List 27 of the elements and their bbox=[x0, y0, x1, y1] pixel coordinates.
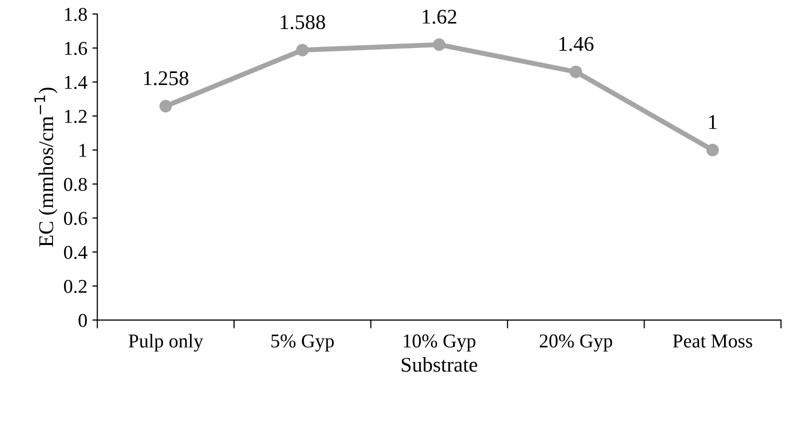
point bbox=[432, 38, 446, 51]
x-tick-label: Pulp only bbox=[128, 334, 204, 352]
point bbox=[570, 66, 582, 78]
data-label: 1.46 bbox=[559, 36, 594, 52]
y-tick-label: 1.6 bbox=[65, 42, 88, 56]
y-tick-label: 1.4 bbox=[65, 76, 88, 90]
y-tick-label: 1.8 bbox=[65, 8, 87, 22]
data-label: 1 bbox=[709, 115, 717, 129]
x-tick-label: 5% Gyp bbox=[271, 334, 334, 352]
y-tick-label: 1 bbox=[80, 144, 86, 157]
y-tick-label: 0 bbox=[78, 314, 87, 327]
point bbox=[159, 100, 172, 112]
y-tick-label: 1.2 bbox=[65, 110, 87, 124]
data-label: 1.62 bbox=[422, 10, 456, 24]
y-tick-label: 0.2 bbox=[64, 280, 87, 294]
y-tick-label: 0.4 bbox=[64, 246, 88, 260]
point bbox=[706, 144, 719, 156]
x-tick-label: 20% Gyp bbox=[540, 334, 612, 352]
x-axis-title: Substrate bbox=[402, 357, 478, 372]
y-tick-label: 0.6 bbox=[64, 212, 88, 226]
x-tick-label: 10% Gyp bbox=[404, 334, 476, 352]
y-axis-title: EC (mmhos/cm$^{−1}$) bbox=[34, 88, 58, 247]
x-tick-label: Peat Moss bbox=[672, 334, 752, 348]
data-label: 1.258 bbox=[144, 71, 188, 86]
y-tick-label: 0.8 bbox=[64, 178, 87, 192]
point bbox=[296, 44, 309, 56]
data-label: 1.588 bbox=[280, 15, 326, 30]
